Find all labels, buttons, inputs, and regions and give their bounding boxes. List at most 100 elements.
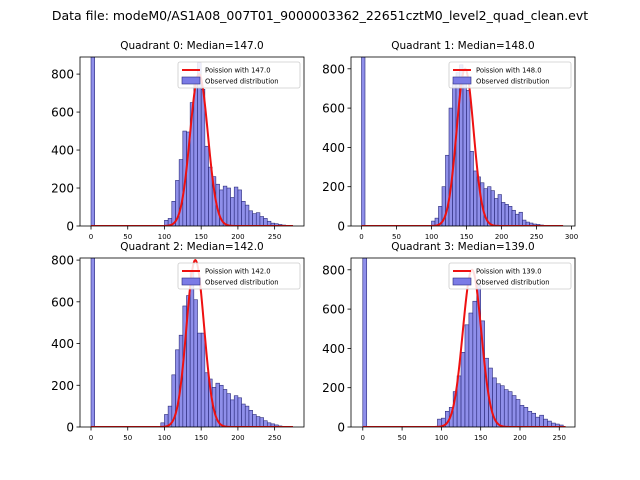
- x-tick-label: 250: [268, 434, 281, 442]
- histogram-bar: [241, 403, 246, 427]
- histogram-bar: [263, 218, 268, 226]
- x-tick-label: 100: [158, 233, 171, 241]
- legend-label-poisson: Poission with 142.0: [205, 268, 271, 276]
- legend-bar-swatch: [452, 277, 472, 286]
- legend-box: [448, 262, 572, 290]
- legend-box: [177, 262, 301, 290]
- histogram-bar: [259, 216, 264, 226]
- axes-frame: [79, 56, 305, 227]
- panel-title: Quadrant 3: Median=139.0: [391, 241, 534, 253]
- y-tick-label: 800: [322, 263, 345, 277]
- histogram-bars: [362, 258, 564, 427]
- legend: Poission with 139.0 Observed distribution: [448, 262, 572, 290]
- histogram-bar: [501, 202, 506, 226]
- panels: Quadrant 0: Median=147.0 0 50 100 150 200 250 0…: [51, 40, 578, 442]
- histogram-bar: [200, 88, 206, 226]
- legend-bar-swatch: [181, 76, 201, 85]
- histogram-bar: [490, 190, 495, 226]
- histogram-bar: [244, 405, 250, 427]
- histogram-bar: [503, 389, 509, 427]
- histogram-bar: [535, 416, 540, 427]
- y-tick-label: 200: [322, 381, 345, 395]
- histogram-bar: [515, 213, 520, 226]
- histogram-bar: [466, 90, 471, 226]
- histogram-bar: [494, 198, 499, 226]
- panel-title: Quadrant 2: Median=142.0: [120, 241, 263, 253]
- histogram-bar: [252, 213, 257, 226]
- y-tick-label: 800: [51, 68, 74, 82]
- y-tick-label: 200: [322, 180, 345, 194]
- legend-label-poisson: Poission with 148.0: [476, 67, 542, 75]
- histogram-bar: [500, 385, 505, 427]
- x-tick-label: 150: [460, 233, 473, 241]
- x-tick-label: 150: [194, 233, 207, 241]
- y-tick-label: 200: [51, 182, 74, 196]
- x-tick-label: 0: [89, 233, 93, 241]
- quadrant-1-panel: Quadrant 1: Median=148.0 0 50 100 150 200 250 3…: [322, 40, 578, 241]
- histogram-bar: [469, 151, 474, 226]
- histogram-bar: [511, 395, 517, 427]
- legend-label-observed: Observed distribution: [205, 78, 279, 86]
- legend-bar-swatch: [452, 76, 472, 85]
- x-tick-label: 150: [474, 434, 487, 442]
- y-tick-label: 600: [51, 106, 74, 120]
- histogram-bar: [244, 204, 250, 226]
- histogram-bar: [496, 383, 501, 427]
- histogram-bar: [230, 399, 235, 427]
- histogram-bar: [361, 57, 366, 226]
- y-tick-label: 800: [51, 254, 74, 268]
- histogram-bar: [226, 187, 231, 226]
- histogram-bar: [508, 206, 513, 226]
- histogram-bar: [468, 312, 474, 427]
- histogram-bar: [473, 170, 478, 226]
- histogram-bar: [255, 212, 261, 226]
- legend: Poission with 147.0 Observed distribution: [177, 61, 301, 89]
- histogram-bar: [237, 189, 242, 226]
- x-tick-label: 50: [123, 233, 132, 241]
- x-tick-label: 100: [425, 233, 438, 241]
- legend-label-observed: Observed distribution: [476, 279, 550, 287]
- x-tick-label: 200: [495, 233, 508, 241]
- quadrant-3-panel: Quadrant 3: Median=139.0 0 50 100 150 200 250 0…: [322, 241, 576, 442]
- histogram-bar: [504, 204, 509, 226]
- histogram-bar: [230, 197, 235, 226]
- axes-frame: [350, 56, 576, 227]
- histogram-bar: [222, 389, 228, 427]
- histogram-bar: [523, 407, 529, 427]
- histogram-bar: [178, 159, 184, 226]
- poisson-curve: [91, 72, 293, 226]
- histogram-bar: [539, 414, 544, 427]
- x-tick-label: 200: [231, 233, 244, 241]
- histogram-bar: [90, 57, 95, 226]
- x-tick-label: 0: [361, 434, 365, 442]
- histogram-bar: [204, 145, 209, 226]
- y-tick-label: 400: [51, 337, 74, 351]
- y-tick-label: 200: [51, 379, 74, 393]
- histogram-bar: [259, 417, 264, 427]
- y-tick-label: 0: [337, 421, 345, 435]
- histogram-bar: [189, 270, 195, 427]
- panel-title: Quadrant 0: Median=147.0: [120, 40, 263, 52]
- histogram-bar: [460, 352, 466, 427]
- quadrant-2-panel: Quadrant 2: Median=142.0 0 50 100 150 200 250 0…: [51, 241, 305, 442]
- histogram-bar: [233, 395, 239, 427]
- legend-label-poisson: Poission with 147.0: [205, 67, 271, 75]
- histogram-bar: [507, 391, 513, 427]
- y-tick-label: 600: [322, 102, 345, 116]
- legend-bar-swatch: [181, 277, 201, 286]
- histogram-bar: [252, 414, 257, 427]
- histogram-bar: [511, 209, 516, 226]
- x-tick-label: 0: [89, 434, 93, 442]
- y-tick-label: 0: [337, 220, 345, 234]
- histogram-bar: [204, 372, 209, 427]
- y-tick-label: 0: [66, 220, 74, 234]
- x-tick-label: 250: [553, 434, 566, 442]
- histogram-bar: [462, 76, 467, 226]
- x-tick-label: 300: [565, 233, 578, 241]
- histogram-bar: [233, 186, 239, 226]
- histogram-bar: [193, 299, 198, 427]
- histogram-bar: [497, 194, 502, 226]
- histogram-bar: [255, 416, 261, 427]
- x-tick-label: 100: [158, 434, 171, 442]
